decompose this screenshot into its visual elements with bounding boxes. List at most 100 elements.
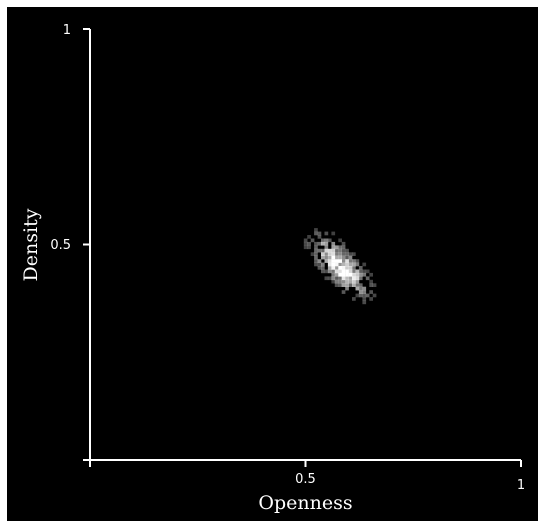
heatmap-cell xyxy=(334,252,339,256)
heatmap-cell xyxy=(317,266,322,270)
heatmap-cell xyxy=(355,283,360,287)
heatmap-cell xyxy=(331,266,336,270)
heatmap-cell xyxy=(327,252,332,256)
heatmap-cell xyxy=(345,272,349,277)
heatmap-cell xyxy=(355,293,360,298)
heatmap-cell xyxy=(355,262,360,267)
heatmap-cell xyxy=(324,231,329,236)
heatmap-cell xyxy=(327,276,332,281)
heatmap-cell xyxy=(352,279,356,284)
heatmap-cell xyxy=(365,276,370,281)
heatmap-cell xyxy=(341,241,346,246)
heatmap-cell xyxy=(338,238,342,243)
heatmap-cell xyxy=(341,266,346,270)
heatmap-cell xyxy=(334,272,339,277)
heatmap-cell xyxy=(303,241,308,246)
heatmap-cell xyxy=(321,266,325,270)
heatmap-cell xyxy=(348,283,353,287)
heatmap-cell xyxy=(327,262,332,267)
heatmap-cell xyxy=(307,245,311,250)
heatmap-cell xyxy=(352,283,356,287)
heatmap-cell xyxy=(355,276,360,281)
heatmap-cell xyxy=(324,245,329,250)
heatmap-cell xyxy=(331,276,336,281)
heatmap-cell xyxy=(341,279,346,284)
heatmap-cell xyxy=(314,248,318,253)
heatmap-cell xyxy=(321,241,325,246)
heatmap-cell xyxy=(362,300,367,305)
heatmap-cell xyxy=(358,286,363,291)
heatmap-cell xyxy=(358,272,363,277)
heatmap-cell xyxy=(341,276,346,281)
heatmap-cell xyxy=(321,238,325,243)
y-axis-title: Density xyxy=(20,208,42,281)
heatmap-cell xyxy=(348,255,353,260)
heatmap-cell xyxy=(331,245,336,250)
heatmap-cell xyxy=(345,259,349,263)
heatmap-cell xyxy=(355,259,360,263)
heatmap-cell xyxy=(338,255,342,260)
heatmap-cell xyxy=(338,262,342,267)
heatmap-cell xyxy=(334,276,339,281)
heatmap-cell xyxy=(321,248,325,253)
heatmap-cell xyxy=(338,266,342,270)
heatmap-cell xyxy=(331,269,336,274)
y-tick-label-1: 1 xyxy=(63,23,71,38)
heatmap-cell xyxy=(307,235,311,239)
heatmap-cell xyxy=(341,248,346,253)
heatmap-cell xyxy=(338,245,342,250)
heatmap-cell xyxy=(362,297,367,301)
heatmap-cell xyxy=(345,279,349,284)
heatmap-cell xyxy=(324,276,329,281)
heatmap-cell xyxy=(314,255,318,260)
heatmap-cell xyxy=(317,235,322,239)
heatmap-cell xyxy=(369,297,373,301)
heatmap-cell xyxy=(355,272,360,277)
heatmap-cell xyxy=(348,262,353,267)
heatmap-cell xyxy=(327,269,332,274)
heatmap-cell xyxy=(365,293,370,298)
heatmap-cell xyxy=(327,238,332,243)
heatmap-cell xyxy=(362,290,367,294)
heatmap-cell xyxy=(334,279,339,284)
heatmap-cell xyxy=(324,248,329,253)
heatmap-cell xyxy=(334,266,339,270)
heatmap-cell xyxy=(348,259,353,263)
heatmap-cell xyxy=(345,286,349,291)
heatmap-cell xyxy=(352,272,356,277)
heatmap-cell xyxy=(331,252,336,256)
y-tick-label-0-5: 0.5 xyxy=(50,238,71,253)
heatmap-cell xyxy=(314,252,318,256)
heatmap-cell xyxy=(314,231,318,236)
heatmap-cell xyxy=(334,269,339,274)
heatmap-cell xyxy=(321,262,325,267)
heatmap-cell xyxy=(358,276,363,281)
heatmap-cell xyxy=(324,255,329,260)
heatmap-cell xyxy=(317,241,322,246)
heatmap-cell xyxy=(345,255,349,260)
heatmap-cell xyxy=(331,255,336,260)
heatmap-cell xyxy=(331,272,336,277)
heatmap-cell xyxy=(314,245,318,250)
heatmap-cell xyxy=(314,241,318,246)
heatmap-cell xyxy=(310,252,315,256)
heatmap-cell xyxy=(310,238,315,243)
heatmap-cell xyxy=(324,238,329,243)
heatmap-cell xyxy=(338,272,342,277)
heatmap-cell xyxy=(372,293,377,298)
heatmap-cell xyxy=(341,259,346,263)
heatmap-cell xyxy=(341,272,346,277)
heatmap-cell xyxy=(348,252,353,256)
heatmap-cell xyxy=(341,262,346,267)
heatmap-cell xyxy=(369,272,373,277)
heatmap-cell xyxy=(348,279,353,284)
heatmap-cell xyxy=(362,269,367,274)
heatmap-cell xyxy=(341,290,346,294)
heatmap-cell xyxy=(362,262,367,267)
heatmap-cell xyxy=(338,269,342,274)
heatmap-cell xyxy=(321,269,325,274)
heatmap-cell xyxy=(327,259,332,263)
heatmap-cell xyxy=(358,283,363,287)
heatmap-cell xyxy=(358,293,363,298)
heatmap-cell xyxy=(369,290,373,294)
